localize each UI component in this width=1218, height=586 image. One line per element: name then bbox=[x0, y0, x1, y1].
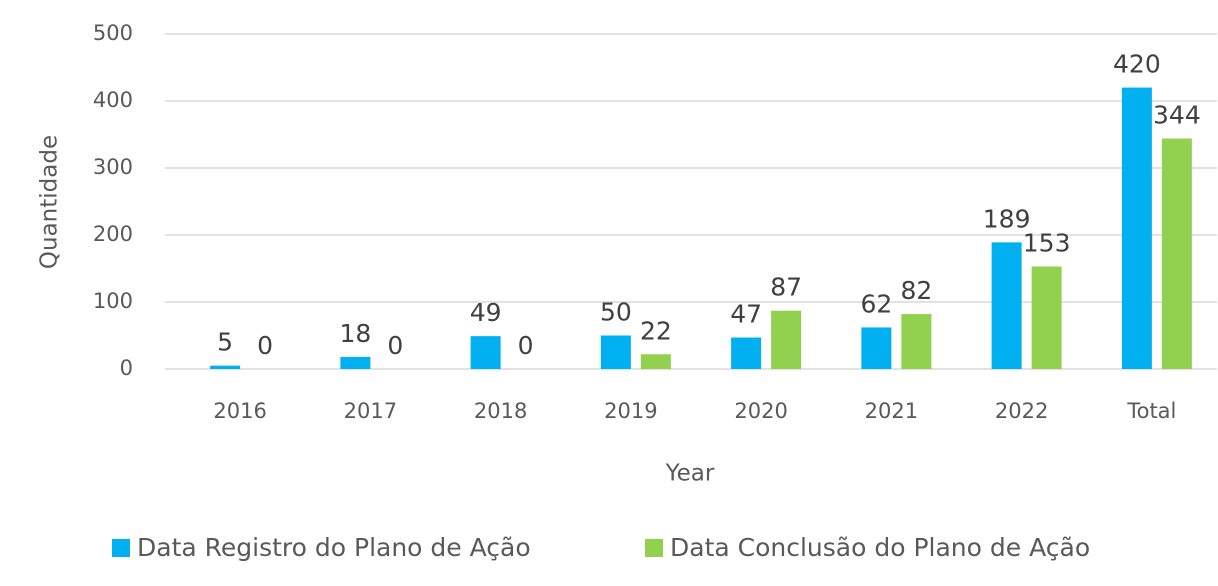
data-label: 22 bbox=[640, 316, 672, 345]
bar bbox=[210, 365, 241, 369]
bar bbox=[1161, 138, 1192, 369]
bar bbox=[640, 354, 671, 369]
bar bbox=[861, 327, 892, 369]
data-label: 5 bbox=[217, 328, 233, 357]
x-tick-label: 2020 bbox=[734, 399, 787, 423]
data-label: 0 bbox=[387, 331, 403, 360]
legend-label: Data Conclusão do Plano de Ação bbox=[670, 533, 1090, 562]
bar bbox=[470, 336, 501, 369]
data-label: 420 bbox=[1113, 50, 1161, 79]
legend-label: Data Registro do Plano de Ação bbox=[137, 533, 531, 562]
x-tick-label: 2019 bbox=[604, 399, 657, 423]
data-label: 189 bbox=[983, 204, 1031, 233]
x-axis-title: Year bbox=[665, 461, 715, 487]
x-tick-label: 2017 bbox=[344, 399, 397, 423]
x-tick-label: Total bbox=[1126, 399, 1176, 423]
data-label: 82 bbox=[900, 276, 932, 305]
bar bbox=[771, 310, 802, 369]
bar bbox=[731, 337, 762, 369]
y-tick-label: 500 bbox=[93, 21, 133, 45]
data-label: 0 bbox=[518, 331, 534, 360]
legend-swatch bbox=[112, 539, 130, 557]
bar bbox=[901, 314, 932, 369]
x-tick-label: 2021 bbox=[865, 399, 918, 423]
legend-swatch bbox=[645, 539, 663, 557]
x-tick-label: 2018 bbox=[474, 399, 527, 423]
data-label: 47 bbox=[730, 300, 762, 329]
bar bbox=[600, 335, 631, 369]
x-tick-label: 2022 bbox=[995, 399, 1048, 423]
data-label: 0 bbox=[257, 331, 273, 360]
y-tick-label: 200 bbox=[93, 222, 133, 246]
data-label: 18 bbox=[339, 319, 371, 348]
y-tick-label: 0 bbox=[120, 356, 133, 380]
y-tick-label: 300 bbox=[93, 155, 133, 179]
bar bbox=[1121, 87, 1152, 369]
x-tick-label: 2016 bbox=[213, 399, 266, 423]
data-label: 50 bbox=[600, 298, 632, 327]
data-label: 49 bbox=[470, 298, 502, 327]
y-tick-label: 400 bbox=[93, 88, 133, 112]
data-label: 153 bbox=[1023, 228, 1071, 257]
y-axis-title: Quantidade bbox=[37, 135, 63, 269]
data-label: 62 bbox=[860, 289, 892, 318]
bar bbox=[1031, 266, 1062, 369]
bar bbox=[991, 242, 1022, 369]
data-label: 344 bbox=[1153, 101, 1201, 130]
bar bbox=[340, 356, 371, 369]
y-tick-label: 100 bbox=[93, 289, 133, 313]
data-label: 87 bbox=[770, 273, 802, 302]
